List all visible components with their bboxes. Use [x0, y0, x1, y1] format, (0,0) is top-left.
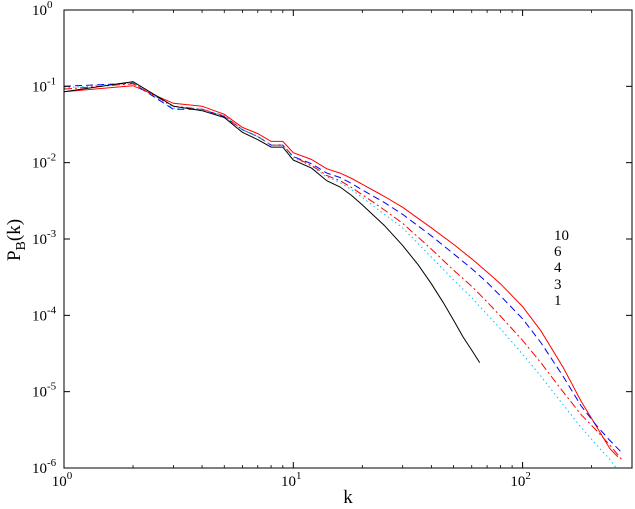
x-tick-label-0: 100	[52, 470, 73, 490]
legend-entry-6: 6	[554, 244, 562, 260]
x-axis-label: k	[343, 487, 353, 508]
y-tick-label-3: 10-3	[32, 228, 57, 248]
x-tick-exponent: 2	[525, 470, 531, 482]
y-tick-label-2: 10-4	[32, 304, 57, 324]
x-tick-base: 10	[52, 474, 67, 490]
x-tick-base: 10	[281, 474, 296, 490]
series-line-1	[64, 81, 481, 363]
y-axis-label: PB(k)	[4, 219, 29, 261]
y-axis-label-subscript: B	[14, 241, 29, 250]
x-axis-ticks: 100 101 102	[52, 10, 531, 490]
y-axis-label-main: P	[4, 250, 25, 261]
legend-entry-10: 10	[554, 228, 569, 244]
y-tick-base: 10	[32, 232, 47, 248]
series-group	[64, 81, 622, 468]
legend: 10 6 4 3 1	[554, 228, 569, 309]
y-tick-exponent: -6	[47, 457, 57, 469]
y-tick-base: 10	[32, 79, 47, 95]
y-tick-base: 10	[32, 461, 47, 477]
x-tick-label-2: 102	[510, 470, 531, 490]
x-tick-exponent: 1	[296, 470, 302, 482]
y-tick-base: 10	[32, 308, 47, 324]
y-tick-label-1: 10-5	[32, 381, 57, 401]
y-tick-label-0: 10-6	[32, 457, 57, 477]
legend-entry-3: 3	[554, 277, 562, 293]
legend-entry-1: 1	[554, 293, 562, 309]
y-tick-label-6: 100	[32, 0, 53, 19]
series-layer	[64, 81, 622, 468]
y-tick-exponent: -5	[47, 381, 57, 393]
series-line-10	[64, 85, 619, 458]
x-tick-base: 10	[510, 474, 525, 490]
y-tick-exponent: -2	[47, 152, 56, 164]
y-tick-base: 10	[32, 385, 47, 401]
legend-entry-4: 4	[554, 260, 562, 276]
y-tick-base: 10	[32, 3, 47, 19]
y-tick-exponent: -4	[47, 304, 57, 316]
y-tick-exponent: -3	[47, 228, 57, 240]
y-axis-label-suffix: (k)	[4, 219, 25, 241]
y-tick-label-5: 10-1	[32, 75, 56, 95]
y-tick-exponent: -1	[47, 75, 56, 87]
series-line-6	[64, 82, 622, 453]
series-line-4	[64, 83, 622, 460]
y-tick-label-4: 10-2	[32, 152, 56, 172]
x-tick-label-1: 101	[281, 470, 302, 490]
y-tick-base: 10	[32, 156, 47, 172]
y-tick-exponent: 0	[47, 0, 53, 11]
x-tick-exponent: 0	[67, 470, 73, 482]
